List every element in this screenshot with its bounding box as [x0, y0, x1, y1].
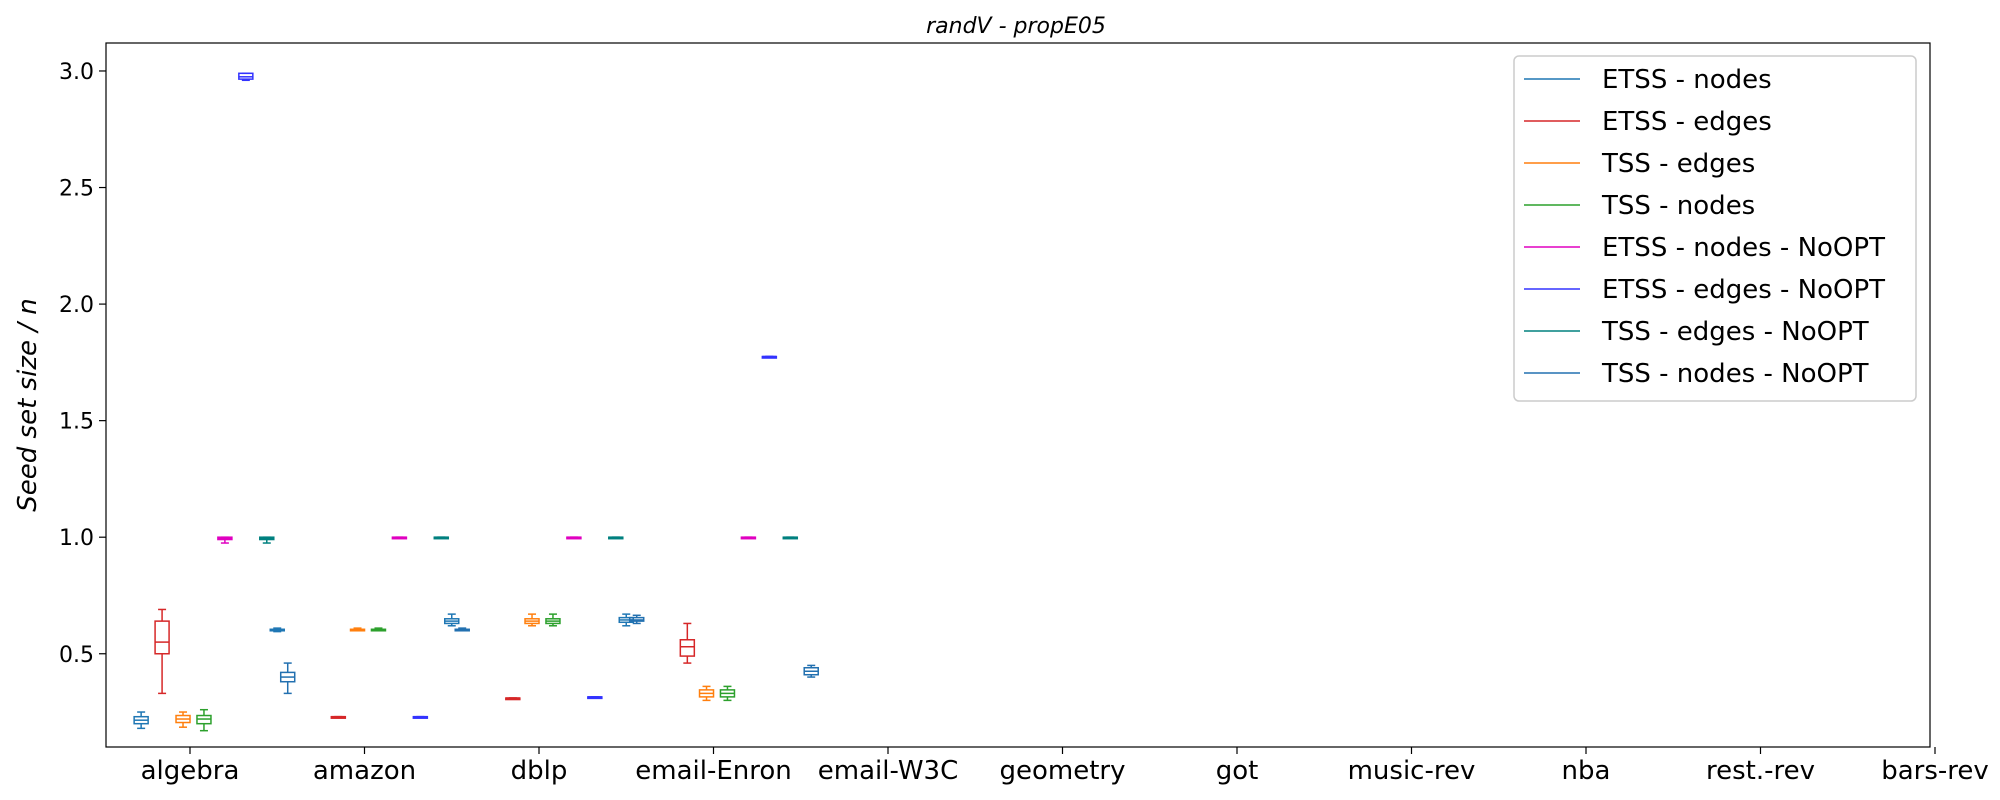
box-tss-nodes [196, 708, 212, 732]
legend-label: ETSS - nodes - NoOPT [1602, 233, 1885, 263]
box-tss-edges-noopt [433, 536, 450, 540]
legend-frame [1513, 55, 1917, 402]
y-tick-label: 0.5 [59, 643, 94, 668]
box-iqr [154, 620, 170, 655]
legend-label: ETSS - edges - NoOPT [1602, 275, 1885, 305]
box-tss-edges [349, 627, 366, 632]
y-axis-label: Seed set size / n [13, 298, 43, 511]
box-tss-edges-noopt [608, 536, 624, 540]
x-tick-label: got [1216, 756, 1259, 786]
box-etss-edges [330, 715, 347, 719]
x-tick-label: email-W3C [818, 756, 958, 786]
box-etss-nodes-noopt [391, 536, 408, 540]
box-tss-nodes-noopt [628, 614, 645, 625]
x-tick-label: amazon [313, 756, 416, 786]
legend-label: TSS - nodes [1601, 191, 1755, 221]
x-axis: algebra amazon dblp email-Enron email-W3C geo… [141, 747, 1989, 786]
x-tick-label: dblp [511, 756, 568, 786]
box-etss-edges-noopt [587, 696, 603, 700]
box-tss-edges-noopt [259, 536, 275, 544]
box-etss-edges [154, 608, 170, 695]
y-axis: 0.5 1.0 1.5 2.0 2.5 3.0 [59, 60, 106, 668]
box-etss-edges [679, 622, 696, 664]
box-etss-edges-noopt [761, 355, 778, 359]
legend-label: TSS - edges [1601, 149, 1755, 179]
x-tick-label: rest.-rev [1706, 756, 1815, 786]
box-tss-nodes [545, 613, 561, 627]
box-etss-nodes-noopt [740, 536, 757, 540]
legend-label: ETSS - edges [1602, 107, 1772, 137]
y-tick-label: 2.5 [59, 177, 94, 202]
box-etss-nodes [444, 613, 460, 627]
box-etss-edges-noopt [238, 72, 254, 82]
legend-label: TSS - edges - NoOPT [1601, 317, 1869, 347]
x-tick-label: geometry [999, 756, 1125, 786]
legend: ETSS - nodes ETSS - edges TSS - edges TSS -… [1513, 55, 1917, 402]
box-etss-edges [505, 697, 521, 701]
legend-label: TSS - nodes - NoOPT [1601, 359, 1869, 389]
legend-label: ETSS - nodes [1602, 65, 1772, 95]
x-tick-label: algebra [141, 756, 240, 786]
x-tick-label: nba [1562, 756, 1611, 786]
box-etss-nodes [269, 627, 285, 633]
y-tick-label: 1.0 [59, 526, 94, 551]
box-iqr [679, 639, 696, 657]
x-tick-label: email-Enron [635, 756, 792, 786]
box-etss-nodes-noopt [566, 536, 582, 540]
box-etss-nodes [133, 711, 149, 730]
box-tss-nodes-noopt [279, 662, 296, 695]
box-tss-edges [524, 613, 540, 627]
plot-area [105, 42, 1931, 748]
y-tick-label: 2.0 [59, 293, 94, 318]
y-tick-label: 3.0 [59, 60, 94, 85]
chart-title: randV - propE05 [926, 14, 1106, 39]
box-etss-nodes-noopt [217, 536, 233, 544]
x-tick-label: bars-rev [1881, 756, 1989, 786]
box-tss-edges [175, 711, 191, 728]
box-tss-edges [698, 685, 715, 702]
boxes-layer [133, 72, 819, 732]
box-etss-edges-noopt [412, 715, 429, 719]
x-tick-label: music-rev [1348, 756, 1476, 786]
box-tss-nodes-noopt [454, 627, 470, 632]
box-tss-nodes [370, 627, 387, 632]
y-tick-label: 1.5 [59, 410, 94, 435]
box-tss-nodes-noopt [803, 664, 819, 678]
box-tss-edges-noopt [782, 536, 799, 540]
box-tss-nodes [719, 685, 736, 702]
